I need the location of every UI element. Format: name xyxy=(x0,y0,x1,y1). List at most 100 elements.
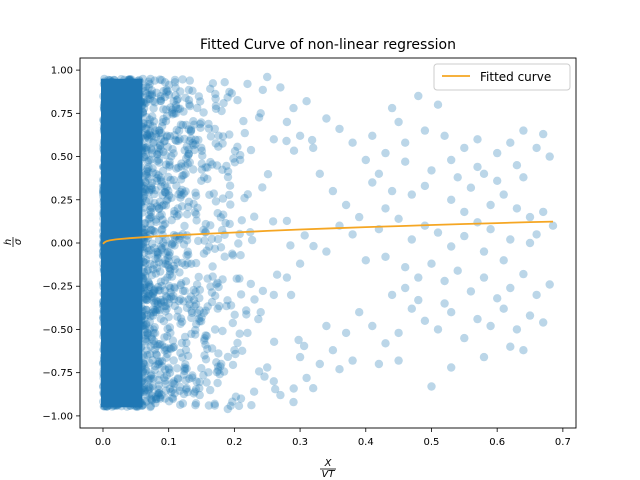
cloud-point xyxy=(207,234,217,244)
cloud-point xyxy=(145,317,154,326)
cloud-point xyxy=(237,216,246,225)
cloud-point xyxy=(186,127,195,136)
cloud-point xyxy=(141,124,150,133)
cloud-point xyxy=(162,132,171,141)
cloud-point xyxy=(149,325,158,334)
cloud-point xyxy=(156,314,165,323)
cloud-point xyxy=(161,386,171,395)
cloud-point xyxy=(191,399,201,408)
cloud-point xyxy=(142,89,151,98)
cloud-point xyxy=(157,201,167,211)
cloud-point xyxy=(142,130,152,139)
y-tick-label: −0.25 xyxy=(42,282,73,293)
cloud-point xyxy=(153,250,162,260)
scatter-point xyxy=(289,103,298,113)
scatter-point xyxy=(493,294,502,303)
cloud-point xyxy=(163,87,172,96)
cloud-point xyxy=(141,331,150,340)
cloud-point xyxy=(163,273,172,282)
cloud-point xyxy=(181,169,190,178)
scatter-point xyxy=(315,359,324,369)
cloud-point xyxy=(223,167,233,176)
scatter-point xyxy=(309,384,318,393)
cloud-point xyxy=(149,293,158,302)
cloud-point xyxy=(146,282,155,292)
cloud-point xyxy=(152,297,161,306)
cloud-point xyxy=(159,238,168,247)
cloud-point xyxy=(182,338,191,348)
cloud-point xyxy=(232,274,241,283)
cloud-point xyxy=(145,350,155,359)
cloud-point xyxy=(201,331,210,340)
cloud-point xyxy=(169,291,178,301)
cloud-point xyxy=(145,358,154,367)
cloud-point xyxy=(263,170,273,179)
cloud-point xyxy=(154,204,164,213)
cloud-point xyxy=(145,79,154,89)
cloud-point xyxy=(175,134,184,144)
cloud-point xyxy=(179,171,188,180)
cloud-point xyxy=(150,189,159,199)
cloud-point xyxy=(147,391,157,400)
cloud-point xyxy=(143,131,152,140)
cloud-point xyxy=(156,145,165,154)
scatter-point xyxy=(407,304,416,313)
cloud-point xyxy=(181,260,190,270)
y-tick-label: −1.00 xyxy=(42,411,73,422)
cloud-point xyxy=(211,291,220,300)
cloud-point xyxy=(146,127,155,136)
cloud-point xyxy=(147,182,156,191)
cloud-point xyxy=(150,227,160,236)
cloud-point xyxy=(193,203,202,212)
cloud-point xyxy=(223,296,232,305)
cloud-point xyxy=(226,200,235,209)
cloud-point xyxy=(271,385,280,394)
cloud-point xyxy=(152,202,162,211)
cloud-point xyxy=(148,311,158,320)
cloud-point xyxy=(148,289,157,298)
cloud-point xyxy=(148,96,158,106)
cloud-point xyxy=(220,78,229,87)
x-axis-label-denominator: VT xyxy=(322,469,336,480)
cloud-point xyxy=(184,202,193,212)
cloud-point xyxy=(144,246,153,255)
x-axis: 0.0 0.1 0.2 0.3 0.4 0.5 0.6 0.7 xyxy=(95,428,571,448)
cloud-point xyxy=(158,118,167,127)
cloud-point xyxy=(165,270,174,279)
cloud-point xyxy=(179,389,189,399)
cloud-point xyxy=(235,329,244,338)
cloud-point xyxy=(195,317,204,326)
cloud-point xyxy=(144,119,153,129)
cloud-point xyxy=(199,371,208,380)
scatter-point xyxy=(282,117,292,127)
cloud-point xyxy=(170,131,179,140)
cloud-point xyxy=(140,134,150,143)
scatter-point xyxy=(420,126,430,135)
cloud-point xyxy=(214,282,223,292)
cloud-point xyxy=(143,131,152,140)
cloud-point xyxy=(258,286,268,296)
scatter-point xyxy=(341,200,351,210)
cloud-point xyxy=(142,169,151,179)
cloud-point xyxy=(150,365,159,375)
cloud-point xyxy=(150,323,159,332)
cloud-point xyxy=(147,185,156,194)
scatter-point xyxy=(414,295,423,305)
cloud-point xyxy=(146,130,155,140)
cloud-point xyxy=(236,155,245,165)
scatter-point xyxy=(269,290,278,300)
scatter-point xyxy=(532,230,541,239)
scatter-point xyxy=(420,316,430,325)
cloud-point xyxy=(167,240,177,249)
cloud-point xyxy=(191,140,200,149)
cloud-point xyxy=(147,225,156,235)
cloud-point xyxy=(181,345,191,355)
cloud-point xyxy=(163,142,172,152)
cloud-point xyxy=(233,96,242,105)
cloud-point xyxy=(148,164,157,173)
cloud-point xyxy=(157,129,166,138)
cloud-point xyxy=(307,135,317,145)
cloud-point xyxy=(159,114,168,124)
cloud-point xyxy=(228,397,237,406)
scatter-point xyxy=(473,314,482,324)
